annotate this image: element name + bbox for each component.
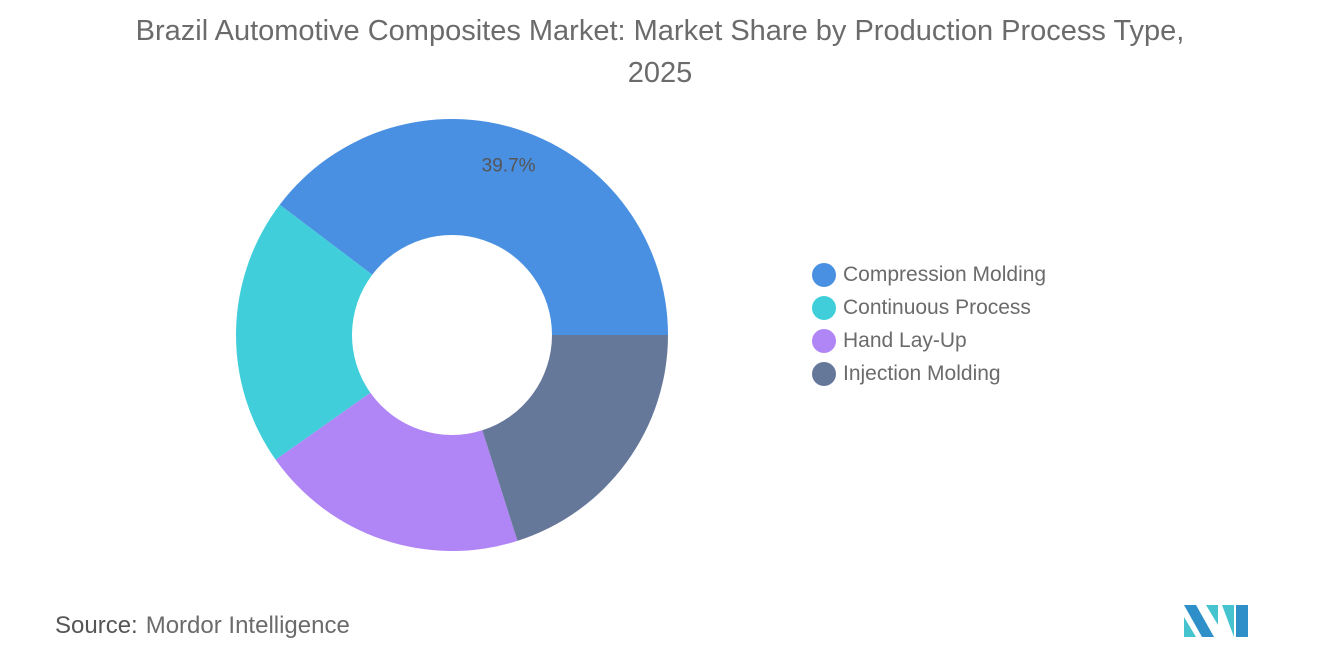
slice-hand-lay-up <box>275 392 518 552</box>
legend-label: Injection Molding <box>843 361 1001 385</box>
legend-item: Compression Molding <box>812 258 1046 291</box>
legend: Compression Molding Continuous Process Han… <box>812 258 1046 390</box>
source-label: Source: <box>55 612 138 639</box>
chart-title: Brazil Automotive Composites Market: Mar… <box>135 15 1185 89</box>
data-label: 39.7% <box>482 155 536 176</box>
legend-swatch <box>812 328 836 353</box>
legend-swatch <box>812 295 836 320</box>
slice-continuous-process <box>236 204 373 460</box>
legend-label: Compression Molding <box>843 262 1047 286</box>
legend-label: Hand Lay-Up <box>843 328 967 352</box>
mordor-logo <box>1184 605 1248 637</box>
legend-item: Continuous Process <box>812 291 1046 324</box>
slice-injection-molding <box>482 335 668 541</box>
legend-label: Continuous Process <box>843 295 1031 319</box>
slice-compression-molding <box>279 118 668 335</box>
legend-swatch <box>812 361 836 386</box>
source-value: Mordor Intelligence <box>145 612 350 639</box>
legend-swatch <box>812 262 836 287</box>
legend-item: Hand Lay-Up <box>812 324 1046 357</box>
legend-item: Injection Molding <box>812 357 1046 390</box>
source-note: Source: Mordor Intelligence <box>55 612 350 640</box>
